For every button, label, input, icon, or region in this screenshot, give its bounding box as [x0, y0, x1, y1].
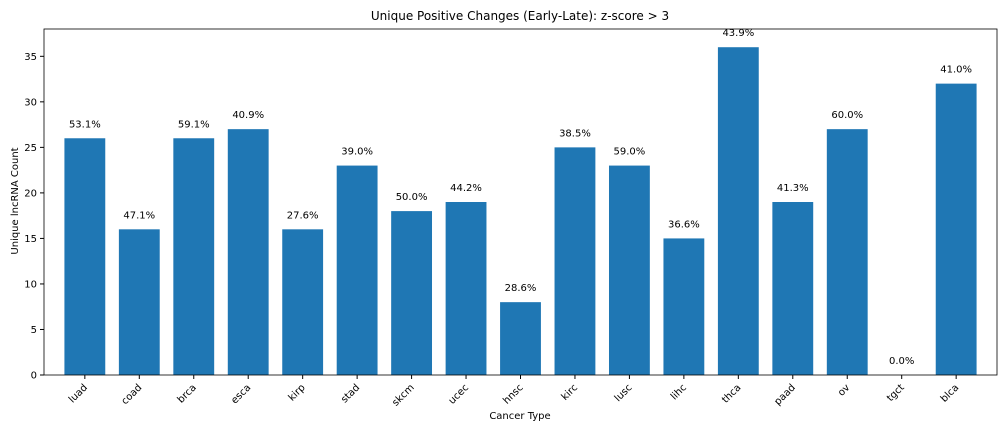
data-label-thca: 43.9% [722, 28, 754, 39]
data-label-ov: 60.0% [831, 110, 863, 121]
x-tick-label-lihc: lihc [669, 382, 689, 402]
bar-coad [118, 229, 160, 375]
x-tick-label-ov: ov [836, 382, 852, 398]
bar-luad [64, 138, 106, 375]
bar-esca [227, 129, 269, 375]
x-tick-label-stad: stad [339, 382, 362, 405]
bar-thca [717, 47, 759, 376]
x-tick-label-ucec: ucec [447, 382, 471, 406]
data-label-ucec: 44.2% [450, 183, 482, 194]
bar-paad [772, 202, 814, 375]
bar-hnsc [500, 302, 541, 375]
x-tick-label-skcm: skcm [390, 382, 416, 408]
bar-stad [336, 165, 378, 375]
data-label-esca: 40.9% [232, 110, 264, 121]
bar-brca [173, 138, 215, 375]
plot-area: 53.1% luad 47.1% coad 59.1% brca 40.9% esca 27.6… [24, 28, 998, 409]
data-label-blca: 41.0% [940, 65, 972, 76]
data-label-tgct: 0.0% [889, 356, 914, 367]
x-tick-label-esca: esca [229, 382, 253, 406]
bar-kirc [554, 147, 596, 375]
data-label-coad: 47.1% [123, 210, 155, 221]
x-tick-label-paad: paad [772, 382, 797, 407]
x-axis-label: Cancer Type [489, 411, 550, 422]
bar-kirp [282, 229, 324, 375]
y-tick-label: 15 [24, 234, 37, 245]
bar-skcm [391, 211, 433, 375]
chart-title: Unique Positive Changes (Early-Late): z-… [371, 9, 669, 23]
y-tick-label: 5 [31, 325, 37, 336]
data-label-lusc: 59.0% [614, 147, 646, 158]
x-tick-label-lusc: lusc [613, 382, 635, 404]
y-tick-label: 25 [24, 143, 37, 154]
y-tick-label: 0 [31, 371, 37, 382]
data-label-kirc: 38.5% [559, 128, 591, 139]
data-label-paad: 41.3% [777, 183, 809, 194]
x-tick-label-coad: coad [120, 382, 145, 407]
y-tick-label: 20 [24, 188, 37, 199]
data-label-kirp: 27.6% [287, 210, 319, 221]
data-label-lihc: 36.6% [668, 219, 700, 230]
y-tick-label: 10 [24, 279, 37, 290]
data-label-stad: 39.0% [341, 147, 373, 158]
y-tick-label: 30 [24, 97, 37, 108]
bar-blca [935, 83, 977, 375]
x-tick-label-thca: thca [720, 382, 743, 405]
data-label-brca: 59.1% [178, 119, 210, 130]
x-tick-label-kirp: kirp [287, 382, 308, 403]
y-tick-label: 35 [24, 52, 37, 63]
x-tick-label-hnsc: hnsc [501, 382, 525, 406]
data-label-luad: 53.1% [69, 119, 101, 130]
x-tick-label-brca: brca [176, 382, 199, 405]
y-axis-label: Unique lncRNA Count [10, 147, 21, 254]
bar-lusc [608, 165, 650, 375]
axes-frame [43, 28, 998, 376]
x-tick-label-blca: blca [939, 382, 961, 404]
bar-lihc [663, 238, 705, 375]
data-label-hnsc: 28.6% [505, 283, 537, 294]
data-label-skcm: 50.0% [396, 192, 428, 203]
bar-ucec [445, 202, 487, 375]
x-tick-label-luad: luad [67, 382, 90, 405]
bar-ov [826, 129, 868, 375]
x-tick-label-tgct: tgct [885, 382, 907, 404]
x-tick-label-kirc: kirc [560, 382, 580, 402]
